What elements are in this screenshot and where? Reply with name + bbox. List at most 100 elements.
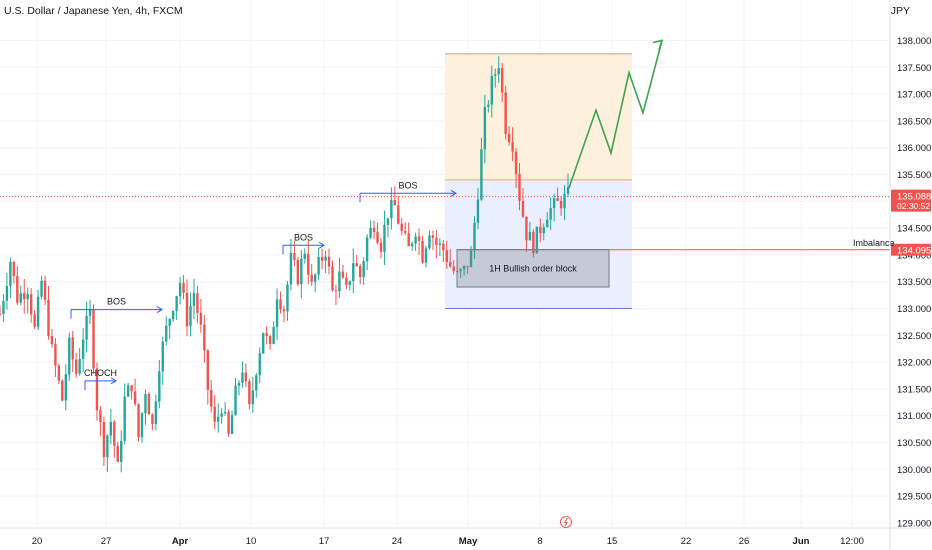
price-tick-label: 130.500 [897, 438, 931, 449]
candle-body [518, 173, 521, 201]
candle-body [192, 293, 196, 306]
candle-body [92, 309, 95, 369]
candle-body [552, 198, 556, 209]
candle-body [126, 385, 130, 397]
candle-body [234, 385, 237, 416]
candle-body [251, 390, 255, 405]
candle-body [566, 187, 570, 194]
candle-body [338, 271, 341, 292]
drawings-group: 1H Bullish order block CHOCH BOS BOS BOS [70, 39, 664, 390]
candle-body [43, 280, 47, 300]
candle-body [556, 198, 559, 201]
candle-body [95, 368, 99, 411]
candle-body [36, 296, 40, 327]
candle-body [282, 309, 286, 312]
price-tick-label: 129.000 [897, 518, 931, 529]
candle-body [293, 253, 296, 260]
candle-body [85, 315, 88, 340]
candle-body [168, 319, 171, 326]
candle-body [81, 339, 85, 359]
candle-body [435, 237, 438, 245]
candle-body [199, 312, 203, 325]
candle-body [546, 219, 549, 228]
choch-marker-label: CHOCH [84, 368, 117, 378]
candle-body [504, 92, 507, 134]
event-flash-icon [560, 516, 572, 528]
candle-body [324, 256, 327, 261]
candle-body [74, 359, 78, 374]
candle-body [71, 337, 74, 360]
candle-body [497, 68, 500, 75]
candle-body [345, 277, 348, 286]
candle-body [102, 421, 106, 458]
price-tick-label: 134.500 [897, 224, 931, 235]
candle-body [438, 243, 442, 245]
time-tick-label: 17 [319, 536, 330, 547]
candle-body [528, 231, 532, 241]
candle-body [532, 231, 535, 254]
candle-body [237, 382, 241, 386]
candle-body [514, 151, 518, 174]
bos-marker-1-label: BOS [107, 297, 126, 307]
candle-body [404, 231, 407, 234]
candle-body [310, 274, 313, 282]
candle-body [106, 435, 109, 458]
candle-body [462, 266, 466, 270]
candle-body [272, 327, 275, 344]
candle-body [300, 258, 303, 285]
candle-body [26, 294, 29, 300]
candle-body [133, 391, 137, 405]
candle-body [449, 262, 452, 267]
price-tick-label: 137.500 [897, 63, 931, 74]
candle-body [410, 243, 414, 247]
candle-body [542, 227, 545, 234]
candle-body [341, 271, 345, 278]
candle-body [286, 284, 289, 312]
candle-body [549, 208, 552, 220]
bos-marker-1-arrow [156, 306, 163, 314]
candle-body [459, 269, 462, 272]
chart-title: U.S. Dollar / Japanese Yen, 4h, FXCM [4, 5, 183, 17]
bos-marker-2-label: BOS [294, 232, 313, 242]
bos-marker-3-arrow [450, 189, 457, 197]
candle-body [421, 240, 424, 263]
candle-body [262, 333, 265, 354]
candle-body [414, 236, 417, 244]
candle-body [365, 237, 369, 262]
candle-body [511, 141, 514, 152]
candle-body [216, 416, 220, 422]
time-tick-label: 15 [607, 536, 618, 547]
candle-body [5, 286, 9, 301]
price-tick-label: 134.000 [897, 250, 931, 261]
candle-body [68, 337, 71, 375]
candle-body [182, 282, 185, 293]
current-price-value: 135.088 [897, 192, 931, 203]
price-tick-label: 130.000 [897, 465, 931, 476]
candle-body [248, 381, 251, 405]
candle-body [313, 274, 317, 282]
candle-body [130, 385, 133, 392]
time-tick-label: Apr [172, 536, 189, 547]
candle-body [147, 393, 151, 415]
candle-body [469, 250, 473, 267]
bos-marker-3-label: BOS [398, 180, 417, 190]
candle-body [480, 149, 483, 200]
candle-body [171, 310, 175, 320]
candle-body [116, 445, 119, 462]
candle-body [144, 393, 147, 414]
candle-body [99, 410, 102, 422]
candle-body [109, 421, 113, 436]
candle-body [476, 199, 480, 223]
price-tick-label: 135.500 [897, 170, 931, 181]
candle-body [223, 411, 227, 414]
candle-body [452, 266, 455, 272]
projection-path [568, 40, 663, 189]
candle-body [535, 226, 539, 254]
candle-body [379, 242, 383, 252]
candle-body [137, 404, 140, 438]
candle-body [123, 396, 126, 441]
candle-body [64, 374, 68, 401]
candle-body [9, 261, 12, 287]
